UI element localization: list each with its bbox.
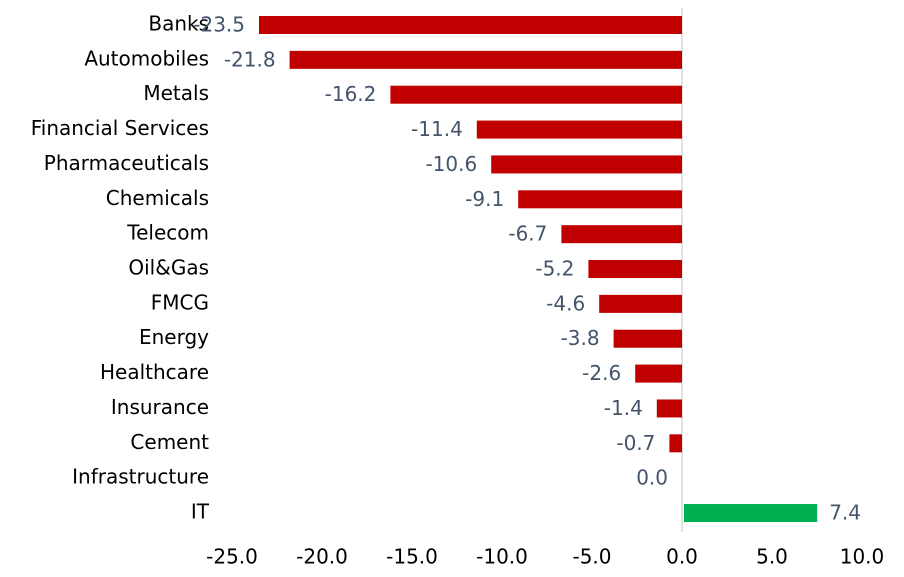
x-tick-label: -15.0 <box>386 545 438 569</box>
value-label: -3.8 <box>561 326 600 350</box>
value-label: -4.6 <box>546 291 585 315</box>
value-label: -0.7 <box>616 431 655 455</box>
value-label: -2.6 <box>582 361 621 385</box>
x-tick-label: -20.0 <box>296 545 348 569</box>
y-tick-label: Telecom <box>126 221 209 245</box>
x-tick-label: -5.0 <box>572 545 611 569</box>
y-tick-label: IT <box>191 500 210 524</box>
y-tick-label: Financial Services <box>31 116 209 140</box>
y-tick-label: Metals <box>143 81 209 105</box>
bar <box>599 294 682 313</box>
bar <box>518 190 682 209</box>
x-tick-label: 10.0 <box>840 545 885 569</box>
x-tick-label: -10.0 <box>476 545 528 569</box>
value-label: -23.5 <box>193 13 245 37</box>
value-label: -11.4 <box>411 117 463 141</box>
value-label: -9.1 <box>465 187 504 211</box>
x-tick-label: 5.0 <box>756 545 788 569</box>
y-tick-label: Banks <box>148 12 209 36</box>
value-label: -16.2 <box>325 82 377 106</box>
y-tick-label: Oil&Gas <box>128 256 209 280</box>
y-tick-label: Infrastructure <box>72 465 209 489</box>
value-label: 0.0 <box>636 466 668 490</box>
bar <box>669 434 682 453</box>
bar <box>476 120 682 139</box>
value-label: -5.2 <box>535 257 574 281</box>
bar <box>635 364 682 383</box>
y-tick-label: Insurance <box>111 395 209 419</box>
value-label: -10.6 <box>425 152 477 176</box>
y-tick-label: Chemicals <box>106 186 209 210</box>
bar <box>613 329 682 348</box>
bar <box>259 16 682 34</box>
bar <box>684 504 818 523</box>
bar <box>491 155 682 174</box>
y-tick-label: Pharmaceuticals <box>44 151 209 175</box>
value-label: -6.7 <box>508 222 547 246</box>
y-tick-label: Healthcare <box>100 360 209 384</box>
value-label: -1.4 <box>604 396 643 420</box>
x-tick-label: -25.0 <box>206 545 258 569</box>
value-label: -21.8 <box>224 47 276 71</box>
bar <box>289 50 682 69</box>
bar <box>561 225 682 244</box>
bar <box>656 399 682 418</box>
y-tick-label: FMCG <box>151 290 209 314</box>
y-tick-label: Automobiles <box>84 46 209 70</box>
value-label: 7.4 <box>829 501 861 525</box>
x-tick-label: 0.0 <box>666 545 698 569</box>
y-tick-label: Energy <box>139 325 209 349</box>
bar <box>588 260 682 279</box>
y-tick-label: Cement <box>130 430 209 454</box>
bar <box>390 85 682 104</box>
